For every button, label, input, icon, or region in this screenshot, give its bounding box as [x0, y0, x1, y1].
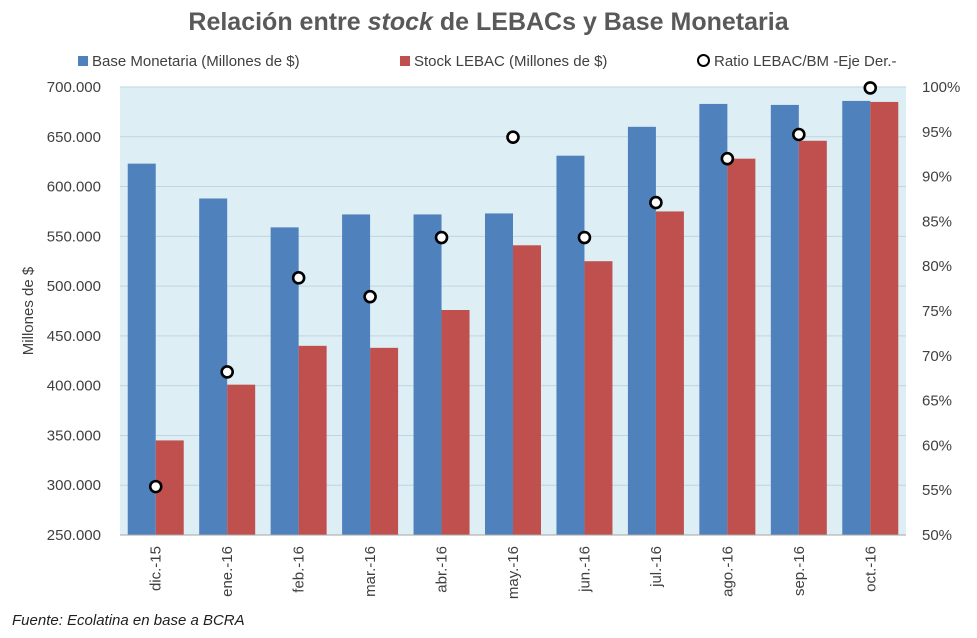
y-tick-label: 550.000 [47, 228, 101, 245]
x-tick-label: oct.-16 [862, 546, 879, 592]
x-tick-label: sep.-16 [791, 546, 808, 596]
y-tick-label: 600.000 [47, 179, 101, 196]
bar-base-monetaria [699, 103, 728, 536]
bar-stock-lebac [727, 158, 756, 535]
x-tick-label: jun.-16 [576, 546, 593, 593]
bar-stock-lebac [798, 140, 827, 535]
ratio-marker [720, 151, 735, 166]
y-tick-label: 650.000 [47, 129, 101, 146]
chart-title-pre: Relación entre [188, 8, 368, 36]
x-tick-label: feb.-16 [291, 546, 308, 593]
x-tick-label: ago.-16 [719, 546, 736, 597]
source-note: Fuente: Ecolatina en base a BCRA [12, 612, 245, 629]
bar-stock-lebac [441, 310, 470, 535]
y-axis-title: Millones de $ [20, 266, 37, 355]
bar-base-monetaria [342, 214, 371, 536]
bar-stock-lebac [655, 211, 684, 535]
ratio-marker [792, 127, 806, 142]
bar-base-monetaria [485, 213, 513, 536]
chart-title-em: stock [367, 8, 433, 36]
y-tick-label: 300.000 [47, 477, 101, 494]
bar-stock-lebac [584, 261, 613, 535]
y2-tick-label: 60% [922, 437, 952, 454]
y-tick-label: 400.000 [47, 378, 101, 395]
y2-tick-label: 95% [922, 124, 952, 141]
y2-tick-label: 55% [922, 482, 952, 499]
legend-label-bm: Base Monetaria (Millones de $) [92, 53, 300, 70]
x-tick-label: dic.-15 [148, 546, 165, 591]
x-tick-label: ene.-16 [219, 546, 236, 597]
y2-tick-label: 70% [922, 348, 952, 365]
bar-base-monetaria [199, 198, 228, 535]
y-tick-label: 350.000 [47, 427, 101, 444]
legend-marker-ratio [697, 54, 710, 67]
bar-base-monetaria [556, 155, 585, 535]
x-tick-label: may.-16 [505, 546, 522, 599]
chart-title: Relación entre stock de LEBACs y Base Mo… [0, 8, 977, 37]
x-tick-label: jul.-16 [648, 546, 665, 588]
y-tick-label: 250.000 [47, 527, 101, 544]
y-tick-label: 700.000 [47, 79, 101, 96]
y2-tick-label: 90% [922, 169, 952, 186]
legend-item-lebac: Stock LEBAC (Millones de $) [400, 53, 607, 70]
bar-stock-lebac [370, 347, 399, 535]
bar-base-monetaria [127, 163, 156, 535]
ratio-marker [148, 479, 163, 494]
y2-tick-label: 75% [922, 303, 952, 320]
legend: Base Monetaria (Millones de $) Stock LEB… [78, 53, 958, 75]
x-tick-label: mar.-16 [362, 546, 379, 597]
ratio-marker [291, 271, 306, 285]
bar-base-monetaria [842, 100, 871, 535]
y2-tick-label: 50% [922, 527, 952, 544]
legend-swatch-bm [78, 56, 88, 66]
ratio-marker [434, 230, 449, 245]
legend-label-ratio: Ratio LEBAC/BM -Eje Der.- [714, 53, 897, 70]
bar-stock-lebac [298, 345, 327, 535]
ratio-marker [220, 365, 234, 379]
bar-base-monetaria [770, 104, 799, 536]
bar-base-monetaria [627, 126, 656, 536]
legend-label-lebac: Stock LEBAC (Millones de $) [414, 53, 608, 70]
legend-swatch-lebac [400, 56, 410, 66]
chart-title-post: de LEBACs y Base Monetaria [432, 8, 789, 36]
y-tick-label: 450.000 [47, 328, 101, 345]
y2-tick-label: 65% [922, 393, 952, 410]
y2-tick-label: 100% [922, 79, 960, 96]
bar-stock-lebac [227, 384, 256, 535]
y-tick-label: 500.000 [47, 278, 101, 295]
ratio-marker [363, 289, 377, 304]
ratio-marker [506, 130, 520, 144]
legend-item-bm: Base Monetaria (Millones de $) [78, 53, 300, 70]
bar-base-monetaria [413, 214, 442, 536]
ratio-marker [649, 195, 663, 210]
x-tick-label: abr.-16 [434, 546, 451, 593]
bar-stock-lebac [870, 101, 899, 535]
legend-item-ratio: Ratio LEBAC/BM -Eje Der.- [697, 53, 897, 70]
ratio-marker [863, 81, 878, 95]
bar-stock-lebac [513, 245, 541, 535]
y2-tick-label: 80% [922, 258, 952, 275]
ratio-marker [577, 230, 592, 245]
y2-tick-label: 85% [922, 213, 952, 230]
